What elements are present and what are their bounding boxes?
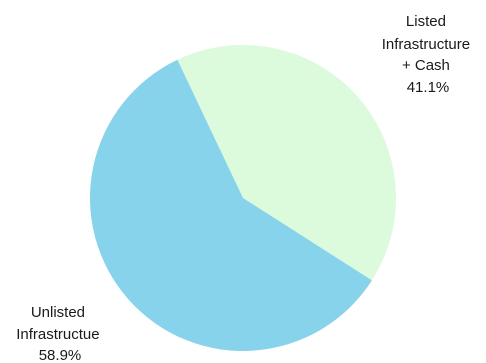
slice-label-listed-infrastructure: Listed Infrastructure + Cash 41.1% (382, 13, 475, 96)
slice-value-label: 41.1% (407, 79, 450, 96)
slice-label-line: Infrastructure (382, 36, 470, 53)
slice-label-line: Unlisted (31, 304, 85, 321)
slice-label-line: Listed (406, 13, 446, 30)
slice-label-unlisted-infrastructure: Unlisted Infrastructue 58.9% (16, 304, 104, 363)
pie-slice-unlisted-infrastructure (89, 59, 372, 352)
pie-slices (89, 45, 396, 352)
slice-label-line: Infrastructue (16, 326, 99, 343)
slice-label-line: + Cash (402, 57, 450, 74)
pie-slice-listed-infrastructure-cash (177, 45, 396, 281)
slice-value-label: 58.9% (39, 347, 82, 363)
